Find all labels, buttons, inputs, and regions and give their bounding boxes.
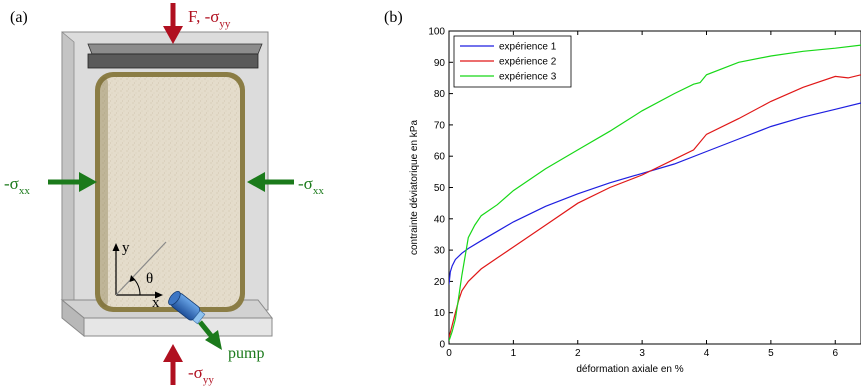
- panel-a-label: (a): [10, 9, 28, 26]
- legend-label-3: expérience 3: [499, 72, 557, 83]
- axis-y-label: y: [122, 240, 130, 256]
- y-tick-label: 70: [434, 120, 446, 131]
- y-tick-label: 40: [434, 214, 446, 225]
- pump-arrow: [198, 320, 222, 350]
- bottom-force-label: -σyy: [188, 363, 214, 386]
- left-force-label: -σxx: [4, 174, 30, 197]
- y-tick-label: 10: [434, 308, 446, 319]
- x-tick-label: 1: [511, 348, 517, 359]
- granular-sample: [95, 72, 245, 312]
- angle-theta-label: θ: [146, 271, 153, 287]
- x-tick-label: 3: [639, 348, 645, 359]
- x-tick-label: 6: [832, 348, 838, 359]
- y-tick-label: 50: [434, 183, 446, 194]
- legend-label-1: expérience 1: [499, 42, 557, 53]
- y-tick-label: 0: [439, 340, 445, 351]
- force-arrow-top: [163, 3, 183, 44]
- x-tick-label: 0: [446, 348, 452, 359]
- legend-label-2: expérience 2: [499, 57, 557, 68]
- y-tick-label: 20: [434, 277, 446, 288]
- x-tick-label: 2: [575, 348, 581, 359]
- y-tick-label: 30: [434, 246, 446, 257]
- y-tick-label: 90: [434, 58, 446, 69]
- panel-b: (b) 0 1 2 3 4 5 60102030405060708090100déforma…: [384, 9, 861, 375]
- pump-label: pump: [228, 345, 264, 362]
- axis-x-label: x: [152, 295, 160, 311]
- top-plate: [87, 43, 263, 69]
- x-tick-label: 5: [768, 348, 774, 359]
- y-tick-label: 80: [434, 89, 446, 100]
- local-axes: [112, 241, 167, 299]
- series-line-2: [449, 74, 861, 338]
- right-force-label: -σxx: [298, 174, 324, 197]
- series-line-1: [449, 102, 861, 285]
- x-tick-label: 4: [704, 348, 710, 359]
- top-force-label: F, -σyy: [188, 7, 231, 30]
- panel-a: (a): [4, 3, 324, 386]
- series-line-3: [449, 44, 861, 342]
- y-tick-label: 100: [428, 27, 445, 38]
- y-axis-label: contrainte déviatorique en kPa: [409, 120, 420, 256]
- force-arrow-bottom: [163, 344, 183, 385]
- stress-strain-chart: 0 1 2 3 4 5 60102030405060708090100déformation…: [409, 27, 861, 375]
- pump-pipe: [168, 290, 206, 325]
- x-axis-label: déformation axiale en %: [576, 364, 683, 375]
- force-arrow-right: [247, 172, 294, 192]
- force-arrow-left: [48, 172, 97, 192]
- panel-b-label: (b): [384, 9, 403, 26]
- y-tick-label: 60: [434, 152, 446, 163]
